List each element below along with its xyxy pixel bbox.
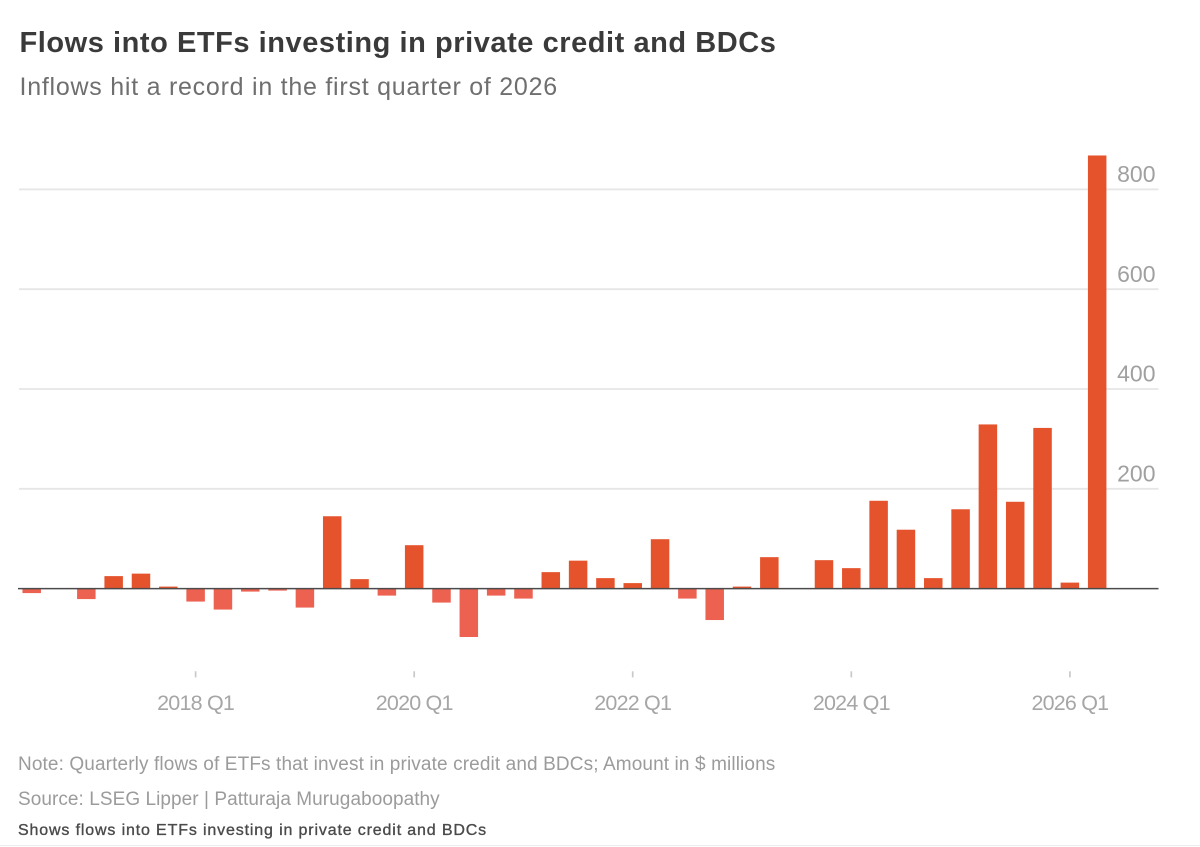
svg-text:200: 200 xyxy=(1117,460,1155,486)
svg-text:400: 400 xyxy=(1117,361,1155,387)
svg-text:2018 Q1: 2018 Q1 xyxy=(157,691,234,715)
svg-text:2026 Q1: 2026 Q1 xyxy=(1031,691,1108,715)
svg-text:800: 800 xyxy=(1117,161,1155,187)
svg-text:600: 600 xyxy=(1117,261,1155,287)
svg-text:2024 Q1: 2024 Q1 xyxy=(813,691,890,715)
svg-text:2020 Q1: 2020 Q1 xyxy=(376,691,453,715)
svg-text:2022 Q1: 2022 Q1 xyxy=(594,691,671,715)
